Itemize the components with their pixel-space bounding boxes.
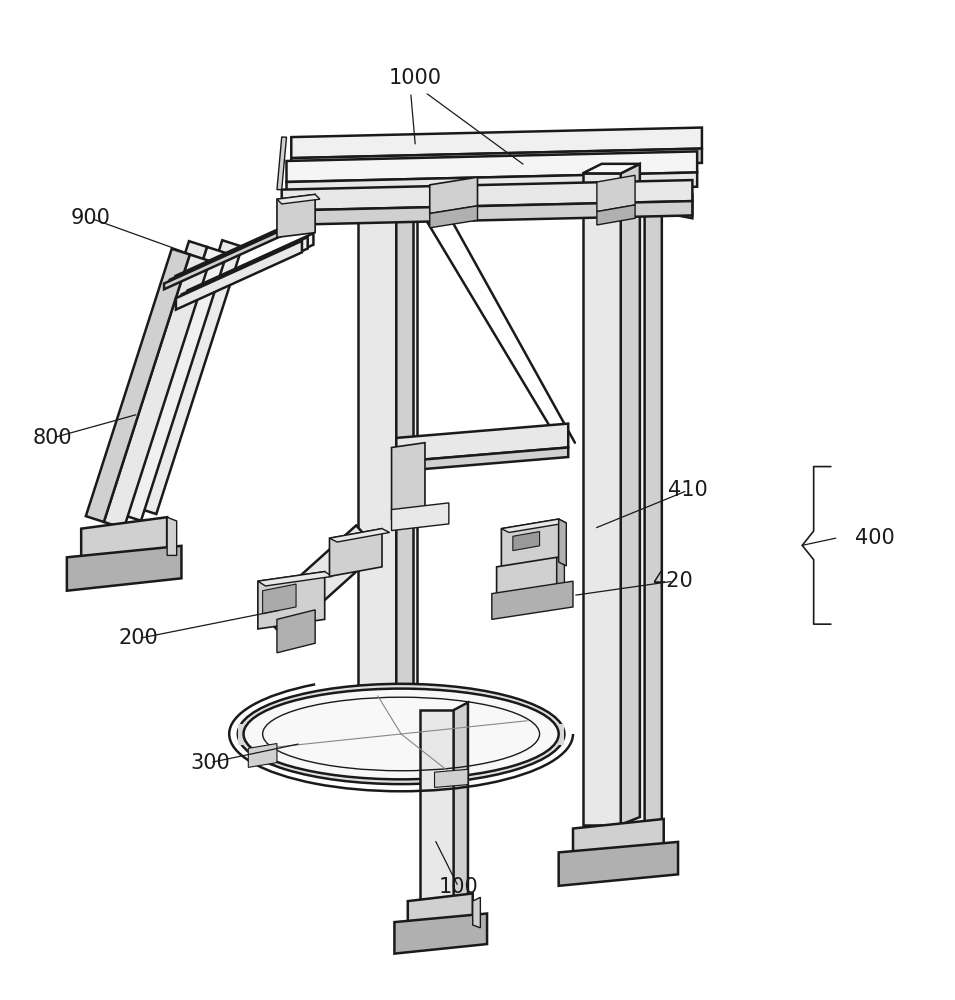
Polygon shape xyxy=(121,247,227,521)
Polygon shape xyxy=(176,241,302,310)
Polygon shape xyxy=(606,185,645,836)
Polygon shape xyxy=(167,517,177,555)
Polygon shape xyxy=(513,532,540,551)
Text: 400: 400 xyxy=(855,528,895,548)
Polygon shape xyxy=(557,557,564,601)
Polygon shape xyxy=(435,769,468,787)
Polygon shape xyxy=(583,173,621,825)
Text: 420: 420 xyxy=(653,571,693,591)
Polygon shape xyxy=(396,199,414,701)
Polygon shape xyxy=(291,128,702,158)
Polygon shape xyxy=(286,172,697,196)
Polygon shape xyxy=(282,180,692,211)
Polygon shape xyxy=(583,164,640,173)
Polygon shape xyxy=(67,546,181,591)
Polygon shape xyxy=(358,209,396,701)
Polygon shape xyxy=(176,219,302,282)
Polygon shape xyxy=(277,137,286,190)
Polygon shape xyxy=(277,194,315,237)
Polygon shape xyxy=(473,897,480,928)
Polygon shape xyxy=(379,199,417,691)
Polygon shape xyxy=(392,443,425,519)
Polygon shape xyxy=(187,233,313,302)
Polygon shape xyxy=(430,177,478,214)
Polygon shape xyxy=(597,175,635,212)
Polygon shape xyxy=(645,176,662,836)
Text: 1000: 1000 xyxy=(389,68,442,88)
Polygon shape xyxy=(430,206,478,228)
Polygon shape xyxy=(501,519,559,572)
Text: 900: 900 xyxy=(71,208,111,228)
Polygon shape xyxy=(420,710,454,901)
Polygon shape xyxy=(258,572,325,629)
Polygon shape xyxy=(559,842,678,886)
Polygon shape xyxy=(258,572,332,586)
Polygon shape xyxy=(329,529,390,542)
Polygon shape xyxy=(559,519,566,566)
Polygon shape xyxy=(103,241,207,514)
Text: 200: 200 xyxy=(118,628,159,648)
Polygon shape xyxy=(497,557,557,607)
Polygon shape xyxy=(408,893,473,933)
Polygon shape xyxy=(597,205,635,225)
Polygon shape xyxy=(282,201,692,225)
Text: 410: 410 xyxy=(668,480,708,500)
Polygon shape xyxy=(565,164,692,194)
Polygon shape xyxy=(394,914,487,954)
Text: 100: 100 xyxy=(438,877,478,897)
Polygon shape xyxy=(583,173,692,218)
Polygon shape xyxy=(181,237,308,306)
Ellipse shape xyxy=(244,689,559,779)
Polygon shape xyxy=(621,164,640,825)
Polygon shape xyxy=(492,581,573,619)
Polygon shape xyxy=(248,744,277,767)
Polygon shape xyxy=(454,702,468,901)
Polygon shape xyxy=(286,151,697,182)
Polygon shape xyxy=(86,249,190,522)
Polygon shape xyxy=(396,447,568,471)
Polygon shape xyxy=(277,610,315,653)
Polygon shape xyxy=(501,519,566,532)
Polygon shape xyxy=(238,724,564,745)
Text: 800: 800 xyxy=(32,428,73,448)
Polygon shape xyxy=(291,149,702,172)
Polygon shape xyxy=(170,222,296,285)
Polygon shape xyxy=(573,819,664,862)
Polygon shape xyxy=(137,240,243,514)
Polygon shape xyxy=(104,255,210,528)
Ellipse shape xyxy=(238,684,564,784)
Polygon shape xyxy=(396,424,568,462)
Text: 300: 300 xyxy=(190,753,230,773)
Polygon shape xyxy=(329,529,382,576)
Polygon shape xyxy=(277,194,320,204)
Polygon shape xyxy=(164,226,290,289)
Polygon shape xyxy=(263,584,296,614)
Polygon shape xyxy=(392,503,449,531)
Polygon shape xyxy=(261,525,379,637)
Polygon shape xyxy=(81,517,167,567)
